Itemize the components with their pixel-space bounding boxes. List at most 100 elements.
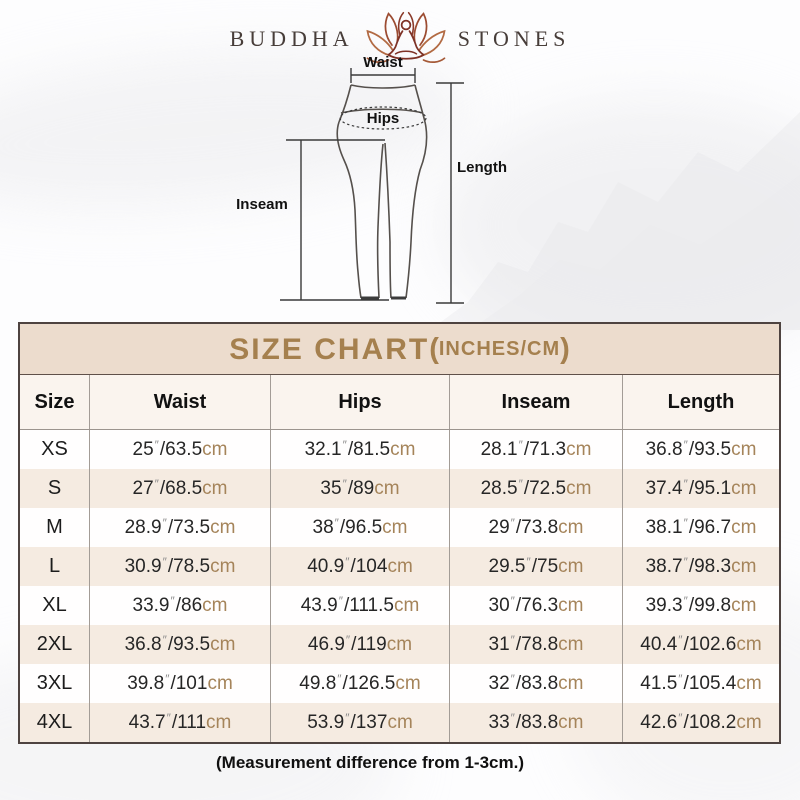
- inch-mark: ″: [526, 554, 531, 569]
- cm-value: 102.6: [688, 633, 737, 655]
- waist-cell: 25 ″/63.5 cm: [90, 430, 271, 469]
- cm-value: 86: [181, 594, 203, 616]
- cm-value: 95.1: [694, 477, 732, 499]
- length-cell: 39.3 ″/99.8 cm: [623, 586, 779, 625]
- brand-name-left: BUDDHA: [229, 26, 354, 51]
- slash: /: [515, 633, 522, 655]
- inseam-cell: 28.5 ″/72.5 cm: [450, 469, 623, 508]
- inch-mark: ″: [154, 437, 159, 452]
- cm-value: 111.5: [349, 594, 394, 616]
- slash: /: [683, 711, 689, 733]
- inches-value: 40.4: [640, 633, 678, 655]
- size-chart-table: SIZE CHART ( INCHES/CM ) Size Waist Hips…: [18, 322, 781, 744]
- diagram-label-hips: Hips: [367, 110, 400, 127]
- table-header-row: Size Waist Hips Inseam Length: [20, 375, 779, 430]
- cm-value: 111: [177, 711, 207, 733]
- inch-mark: ″: [510, 515, 515, 530]
- slash: /: [170, 672, 176, 694]
- inch-mark: ″: [334, 515, 339, 530]
- cm-unit: cm: [206, 711, 232, 733]
- length-cell: 38.1 ″/96.7 cm: [623, 508, 779, 547]
- waist-cell: 28.9 ″/73.5 cm: [90, 508, 271, 547]
- cm-unit: cm: [386, 633, 413, 655]
- slash: /: [171, 711, 178, 733]
- waist-cell: 27 ″/68.5 cm: [90, 469, 271, 508]
- inseam-cell: 28.1 ″/71.3 cm: [450, 430, 623, 469]
- slash: /: [523, 477, 530, 499]
- cm-unit: cm: [558, 516, 584, 538]
- table-row-3xl: 3XL 39.8 ″/101 cm 49.8 ″/126.5 cm 32 ″/83.8 cm…: [20, 664, 779, 703]
- inch-mark: ″: [337, 671, 342, 686]
- cm-unit: cm: [210, 516, 236, 538]
- inseam-cell: 29 ″/73.8 cm: [450, 508, 623, 547]
- size-cell: M: [20, 508, 90, 547]
- inch-mark: ″: [683, 515, 688, 530]
- inches-value: 38.7: [645, 555, 683, 577]
- inches-value: 35: [320, 477, 342, 499]
- cm-unit: cm: [207, 672, 233, 694]
- hips-cell: 40.9 ″/104 cm: [271, 547, 450, 586]
- inches-value: 29.5: [488, 555, 526, 577]
- cm-unit: cm: [393, 594, 420, 616]
- length-cell: 36.8 ″/93.5 cm: [623, 430, 779, 469]
- table-row-4xl: 4XL 43.7 ″/111 cm 53.9 ″/137 cm 33 ″/83.8 cm 4…: [20, 703, 779, 742]
- cm-unit: cm: [736, 672, 762, 694]
- size-chart-subtitle: INCHES/CM: [438, 338, 561, 360]
- inch-mark: ″: [678, 710, 683, 725]
- inches-value: 53.9: [307, 711, 345, 733]
- cm-value: 83.8: [521, 672, 559, 694]
- length-cell: 41.5 ″/105.4 cm: [623, 664, 779, 703]
- inches-value: 25: [132, 438, 154, 460]
- inch-mark: ″: [683, 476, 688, 491]
- inseam-cell: 30 ″/76.3 cm: [450, 586, 623, 625]
- inches-value: 28.5: [480, 477, 518, 499]
- inch-mark: ″: [518, 437, 523, 452]
- cm-unit: cm: [558, 672, 584, 694]
- cm-unit: cm: [736, 633, 762, 655]
- slash: /: [688, 438, 695, 460]
- hips-cell: 43.9 ″/111.5 cm: [271, 586, 450, 625]
- inches-value: 30: [488, 594, 510, 616]
- inches-value: 46.9: [307, 633, 345, 655]
- inch-mark: ″: [342, 476, 347, 491]
- cm-unit: cm: [566, 438, 592, 460]
- cm-unit: cm: [731, 594, 757, 616]
- slash: /: [342, 672, 348, 694]
- hips-cell: 46.9 ″/119 cm: [271, 625, 450, 664]
- inches-value: 43.7: [128, 711, 166, 733]
- waist-cell: 33.9 ″/86 cm: [90, 586, 271, 625]
- slash: /: [343, 594, 350, 616]
- length-cell: 40.4 ″/102.6 cm: [623, 625, 779, 664]
- cm-value: 108.2: [688, 711, 737, 733]
- inch-mark: ″: [162, 515, 167, 530]
- table-row-xl: XL 33.9 ″/86 cm 43.9 ″/111.5 cm 30 ″/76.3 cm 3…: [20, 586, 779, 625]
- leggings-measurement-diagram: Waist Hips Inseam Length: [236, 54, 507, 304]
- cm-value: 99.8: [694, 594, 732, 616]
- slash: /: [515, 672, 522, 694]
- inches-value: 29: [488, 516, 510, 538]
- size-cell: S: [20, 469, 90, 508]
- brand-logo: BUDDHA STONES: [0, 10, 800, 68]
- slash: /: [347, 438, 354, 460]
- cm-value: 93.5: [694, 438, 732, 460]
- slash: /: [683, 633, 689, 655]
- inches-value: 42.6: [640, 711, 678, 733]
- cm-value: 78.5: [173, 555, 211, 577]
- cm-unit: cm: [558, 594, 584, 616]
- cm-value: 96.7: [694, 516, 732, 538]
- cm-value: 104: [355, 555, 388, 577]
- cm-value: 126.5: [347, 672, 396, 694]
- cm-unit: cm: [566, 477, 592, 499]
- diagram-label-waist: Waist: [363, 54, 402, 71]
- cm-value: 75: [537, 555, 559, 577]
- slash: /: [515, 711, 522, 733]
- cm-value: 96.5: [345, 516, 383, 538]
- slash: /: [531, 555, 538, 577]
- inch-mark: ″: [510, 710, 515, 725]
- inches-value: 40.9: [307, 555, 345, 577]
- inches-value: 27: [132, 477, 154, 499]
- column-header-length: Length: [667, 390, 735, 413]
- size-cell: XL: [20, 586, 90, 625]
- cm-value: 98.3: [694, 555, 732, 577]
